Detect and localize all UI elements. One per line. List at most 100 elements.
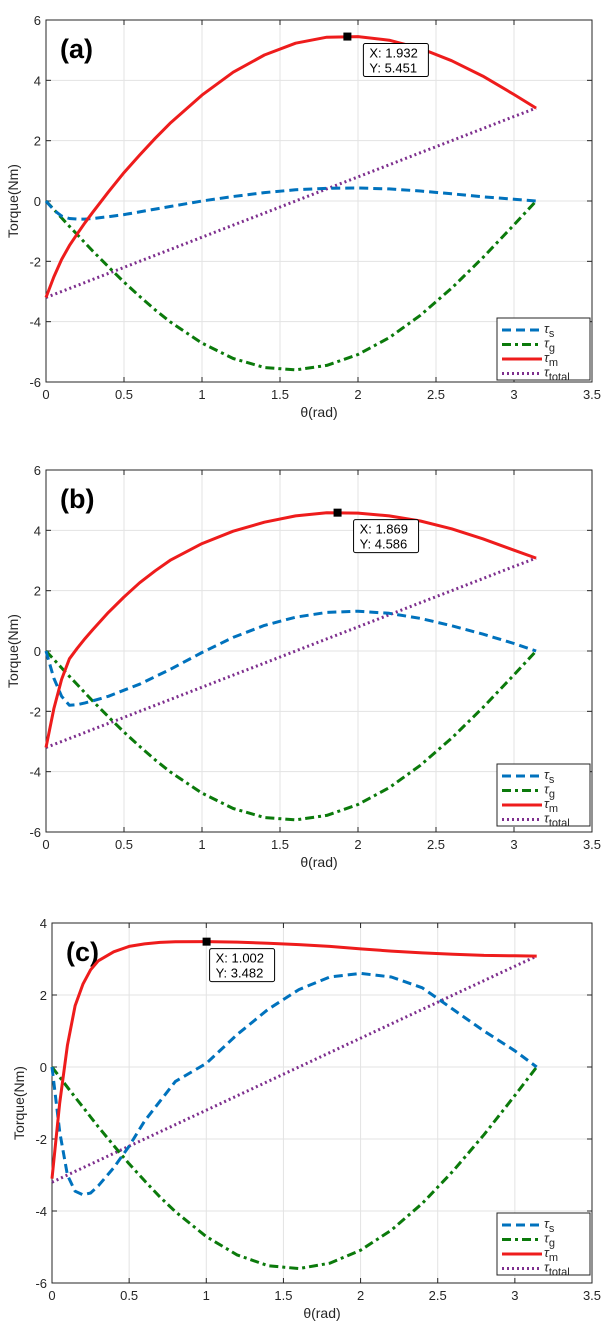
series-line-m (50, 940, 537, 1179)
subplot-b: 0 0.5 1 1.5 2 2.5 3 3.5 -6 -4 -2 0 2 4 6 θ(rad) Torque(N… (5, 463, 601, 870)
legend-label-g: τg (544, 1231, 555, 1250)
x-tick-label: 2.5 (427, 837, 445, 852)
legend-symbol: τ (544, 350, 550, 365)
x-axis-label: θ(rad) (300, 854, 337, 870)
x-axis-label: θ(rad) (303, 1305, 340, 1321)
datatip-box (362, 43, 429, 78)
panel-label: (c) (66, 937, 99, 967)
datatip-x: X: 1.002 (216, 951, 264, 966)
legend-symbol: τ (544, 1216, 550, 1231)
legend-label-s: τs (544, 1216, 555, 1235)
datatip-box (209, 948, 276, 983)
y-tick-label: -4 (35, 1204, 47, 1219)
x-tick-label: 1 (203, 1288, 210, 1303)
subplot-a: 0 0.5 1 1.5 2 2.5 3 3.5 -6 -4 -2 0 2 4 6 θ(rad) Torque(N… (5, 13, 601, 420)
y-tick-label: 0 (34, 644, 41, 659)
legend-subscript: g (549, 789, 555, 801)
legend-symbol: τ (544, 782, 550, 797)
legend-symbol: τ (544, 1245, 550, 1260)
x-axis-label: θ(rad) (300, 404, 337, 420)
legend-symbol: τ (544, 811, 550, 826)
datatip-x: X: 1.869 (360, 522, 408, 537)
legend-label-m: τm (544, 1245, 558, 1264)
panel-label: (b) (60, 484, 94, 514)
y-tick-label: 4 (34, 523, 41, 538)
datatip-y: Y: 4.586 (360, 537, 408, 552)
legend-label-s: τs (544, 321, 555, 340)
legend-symbol: τ (544, 336, 550, 351)
x-tick-label: 2 (354, 837, 361, 852)
y-tick-label: -6 (29, 375, 41, 390)
y-tick-label: 6 (34, 463, 41, 478)
legend-symbol: τ (544, 767, 550, 782)
x-tick-label: 3 (511, 1288, 518, 1303)
legend-subscript: s (549, 774, 555, 786)
datatip-box (353, 519, 420, 554)
legend-box (496, 1212, 591, 1276)
y-tick-label: 2 (34, 584, 41, 599)
x-tick-label: 0 (48, 1288, 55, 1303)
legend-label-g: τg (544, 782, 555, 801)
series-line-m (44, 511, 537, 748)
y-tick-label: 0 (34, 194, 41, 209)
panel-label: (a) (60, 34, 93, 64)
datatip-marker (343, 32, 352, 41)
x-tick-label: 3.5 (583, 387, 601, 402)
y-tick-label: 0 (40, 1060, 47, 1075)
x-tick-label: 2.5 (427, 387, 445, 402)
y-tick-label: 4 (34, 73, 41, 88)
y-tick-label: -4 (29, 765, 41, 780)
legend-subscript: g (549, 343, 555, 355)
x-tick-label: 0.5 (115, 837, 133, 852)
y-tick-label: -4 (29, 315, 41, 330)
x-tick-label: 1.5 (274, 1288, 292, 1303)
y-tick-label: 4 (40, 916, 47, 931)
datatip-x: X: 1.932 (369, 46, 417, 61)
y-tick-label: -2 (29, 704, 41, 719)
y-axis-label: Torque(Nm) (11, 1066, 27, 1140)
series-line-s (50, 971, 538, 1197)
legend-subscript: g (549, 1238, 555, 1250)
axes-box (51, 922, 593, 1284)
legend-subscript: s (549, 1223, 555, 1235)
y-tick-label: -2 (35, 1132, 47, 1147)
legend-subscript: s (549, 328, 555, 340)
legend-subscript: total (549, 818, 570, 830)
legend-symbol: τ (544, 1260, 550, 1275)
x-tick-label: 3.5 (583, 837, 601, 852)
x-tick-label: 3.5 (583, 1288, 601, 1303)
x-tick-label: 1 (198, 837, 205, 852)
legend-label-total: τtotal (544, 1260, 570, 1279)
series-line-total (45, 556, 537, 749)
y-tick-label: 6 (34, 13, 41, 28)
x-tick-label: 1.5 (271, 387, 289, 402)
x-tick-label: 2 (354, 387, 361, 402)
datatip-y: Y: 5.451 (369, 61, 417, 76)
x-tick-label: 0.5 (120, 1288, 138, 1303)
legend-symbol: τ (544, 365, 550, 380)
legend-subscript: m (549, 803, 558, 815)
legend-subscript: m (549, 1252, 558, 1264)
subplot-c: 0 0.5 1 1.5 2 2.5 3 3.5 -6 -4 -2 0 2 4 θ(rad) Torque(Nm… (11, 916, 601, 1321)
y-tick-label: -2 (29, 254, 41, 269)
y-axis-label: Torque(Nm) (5, 164, 21, 238)
x-tick-label: 1 (198, 387, 205, 402)
legend-label-total: τtotal (544, 365, 570, 384)
x-tick-label: 3 (510, 387, 517, 402)
x-tick-label: 0 (42, 837, 49, 852)
legend-subscript: m (549, 357, 558, 369)
y-tick-label: 2 (34, 134, 41, 149)
legend-label-m: τm (544, 796, 558, 815)
series-line-g (44, 199, 538, 372)
legend-label-s: τs (544, 767, 555, 786)
series-line-s (44, 186, 537, 221)
legend-label-g: τg (544, 336, 555, 355)
legend-subscript: total (549, 372, 570, 384)
x-tick-label: 3 (510, 837, 517, 852)
x-tick-label: 2.5 (429, 1288, 447, 1303)
x-tick-label: 0.5 (115, 387, 133, 402)
y-axis-label: Torque(Nm) (5, 614, 21, 688)
